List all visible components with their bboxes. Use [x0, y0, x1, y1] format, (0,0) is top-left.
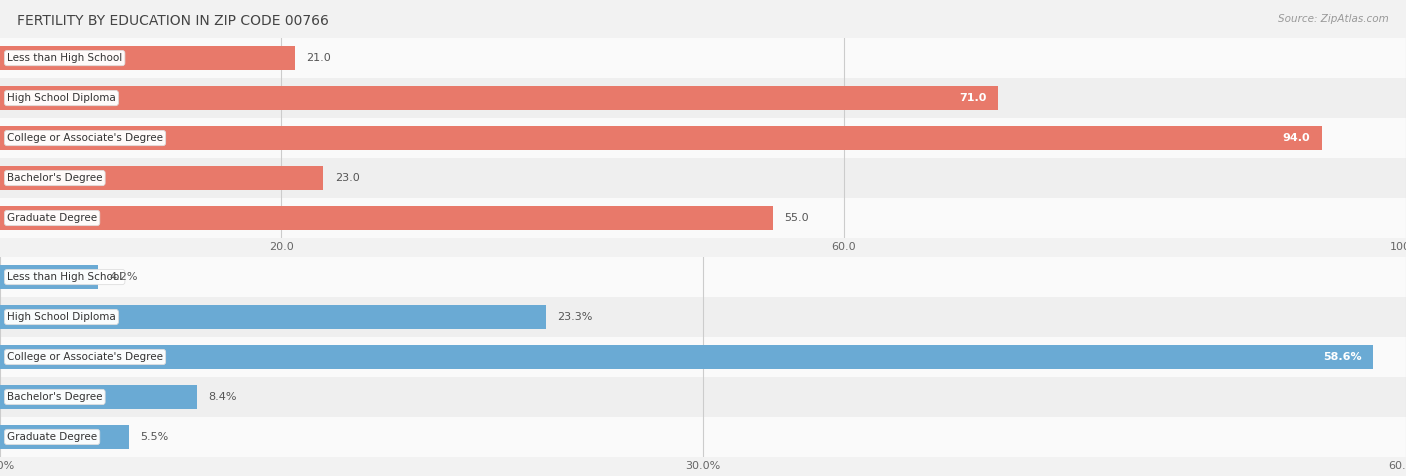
- Bar: [0, 265, 98, 289]
- Text: 58.6%: 58.6%: [1323, 352, 1362, 362]
- Bar: [0, 78, 1406, 118]
- Text: Less than High School: Less than High School: [7, 272, 122, 282]
- Text: Bachelor's Degree: Bachelor's Degree: [7, 392, 103, 402]
- Text: 71.0: 71.0: [960, 93, 987, 103]
- Bar: [0, 345, 1374, 369]
- Bar: [0, 158, 1406, 198]
- Bar: [0, 86, 998, 110]
- Text: Source: ZipAtlas.com: Source: ZipAtlas.com: [1278, 14, 1389, 24]
- Bar: [0, 166, 323, 190]
- Bar: [0, 305, 546, 329]
- Text: 8.4%: 8.4%: [208, 392, 236, 402]
- Text: FERTILITY BY EDUCATION IN ZIP CODE 00766: FERTILITY BY EDUCATION IN ZIP CODE 00766: [17, 14, 329, 28]
- Text: College or Associate's Degree: College or Associate's Degree: [7, 133, 163, 143]
- Bar: [0, 425, 129, 449]
- Bar: [0, 38, 1406, 78]
- Bar: [0, 337, 1406, 377]
- Text: Less than High School: Less than High School: [7, 53, 122, 63]
- Bar: [0, 198, 1406, 238]
- Text: College or Associate's Degree: College or Associate's Degree: [7, 352, 163, 362]
- Text: 4.2%: 4.2%: [110, 272, 138, 282]
- Text: High School Diploma: High School Diploma: [7, 312, 115, 322]
- Text: 5.5%: 5.5%: [141, 432, 169, 442]
- Bar: [0, 126, 1322, 150]
- Bar: [0, 377, 1406, 417]
- Text: Bachelor's Degree: Bachelor's Degree: [7, 173, 103, 183]
- Text: Graduate Degree: Graduate Degree: [7, 213, 97, 223]
- Text: 21.0: 21.0: [307, 53, 332, 63]
- Text: High School Diploma: High School Diploma: [7, 93, 115, 103]
- Bar: [0, 206, 773, 230]
- Bar: [0, 297, 1406, 337]
- Bar: [0, 417, 1406, 457]
- Bar: [0, 46, 295, 70]
- Text: 94.0: 94.0: [1282, 133, 1310, 143]
- Bar: [0, 385, 197, 409]
- Bar: [0, 257, 1406, 297]
- Bar: [0, 118, 1406, 158]
- Text: Graduate Degree: Graduate Degree: [7, 432, 97, 442]
- Text: 23.3%: 23.3%: [557, 312, 592, 322]
- Text: 23.0: 23.0: [335, 173, 360, 183]
- Text: 55.0: 55.0: [785, 213, 810, 223]
